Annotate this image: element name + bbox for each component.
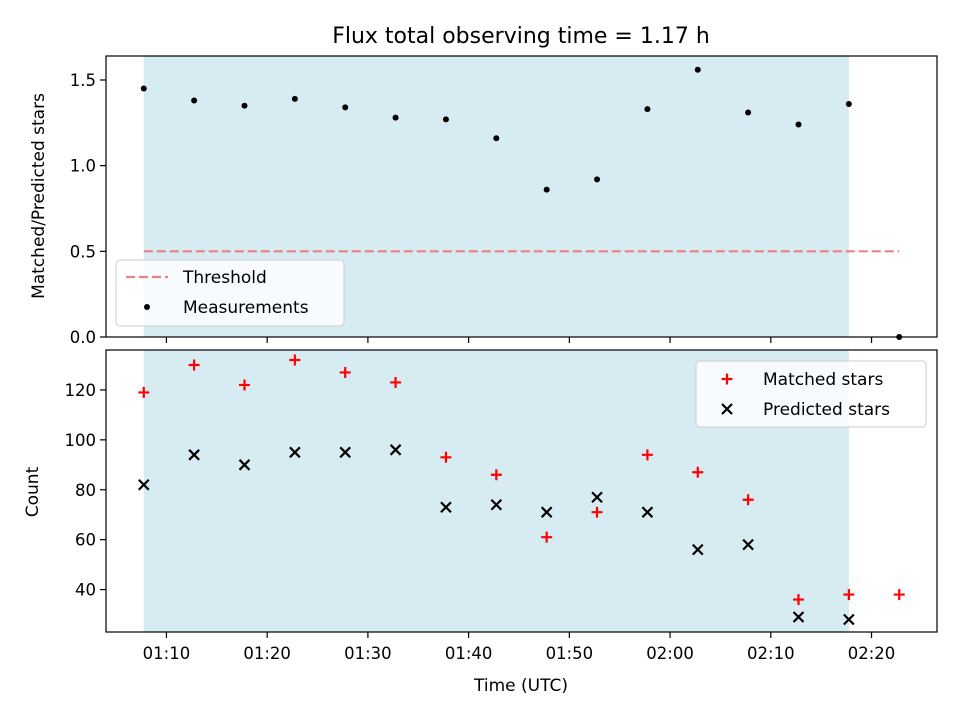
top-axes-frame: [105, 55, 938, 338]
chart-title: Flux total observing time = 1.17 h: [332, 24, 710, 49]
measurements-point: [241, 102, 248, 109]
x-tick-label: 01:30: [344, 644, 392, 663]
matched-stars-point: [490, 469, 502, 481]
x-tick-label: 01:20: [243, 644, 291, 663]
top-y-tick-label: 0.5: [70, 242, 96, 261]
bottom-axes-frame: [105, 349, 938, 633]
predicted-stars-point: [188, 449, 200, 461]
legend-predicted-stars-label: Predicted stars: [763, 400, 890, 420]
predicted-stars-point: [440, 501, 452, 513]
x-tick-label: 01:10: [143, 644, 191, 663]
x-tick-label: 02:10: [747, 644, 795, 663]
legend-matched-stars-label: Matched stars: [763, 370, 883, 390]
measurements-point: [845, 100, 852, 107]
matched-stars-point: [138, 386, 150, 398]
top-y-axis-label: Matched/Predicted stars: [29, 93, 49, 299]
measurements-point: [543, 186, 550, 193]
measurements-point: [191, 97, 198, 104]
predicted-stars-point: [389, 444, 402, 456]
matched-stars-point: [843, 589, 855, 601]
measurements-point: [745, 109, 752, 116]
measurements-point: [644, 106, 651, 113]
matched-stars-point: [641, 449, 653, 461]
bottom-legend: Matched stars Predicted stars: [695, 360, 927, 428]
predicted-stars-point: [289, 446, 301, 459]
measurements-point: [342, 104, 349, 111]
legend-measurements-label: Measurements: [183, 298, 309, 318]
bottom-y-tick-label: 120: [65, 381, 97, 400]
legend-measurements-swatch: [144, 304, 150, 310]
legend-predicted-stars-swatch: [721, 403, 733, 415]
measurements-point: [694, 66, 701, 73]
top-y-tick-label: 1.0: [70, 157, 96, 176]
predicted-stars-point: [742, 538, 754, 551]
top-legend: Threshold Measurements: [115, 259, 345, 327]
matched-stars-point: [339, 366, 351, 378]
predicted-stars-point: [490, 498, 503, 511]
matched-stars-point: [390, 376, 402, 388]
predicted-stars-point: [137, 478, 150, 491]
top-y-tick-label: 0.0: [70, 328, 96, 347]
matched-stars-point: [893, 589, 905, 601]
predicted-stars-point: [339, 446, 352, 459]
predicted-stars-point: [691, 543, 704, 556]
measurements-point: [442, 116, 449, 123]
bottom-y-axis-label: Count: [23, 466, 43, 517]
predicted-stars-point: [238, 459, 251, 471]
matched-stars-point: [289, 354, 301, 366]
matched-stars-point: [692, 466, 704, 478]
x-tick-label: 01:40: [445, 644, 493, 663]
measurements-point: [493, 135, 500, 142]
predicted-stars-point: [792, 611, 805, 623]
legend-box: [115, 259, 345, 327]
measurements-point: [594, 176, 601, 183]
bottom-y-tick-label: 60: [75, 531, 96, 550]
bottom-y-tick-label: 80: [75, 481, 96, 500]
matched-stars-point: [239, 379, 250, 391]
bottom-y-tick-label: 40: [75, 581, 96, 600]
legend-box: [695, 360, 927, 428]
predicted-stars-point: [540, 506, 553, 518]
measurements-point: [291, 95, 298, 102]
legend-threshold-label: Threshold: [182, 268, 267, 288]
top-y-tick-label: 1.5: [70, 71, 96, 90]
matched-stars-point: [742, 494, 754, 506]
predicted-stars-point: [591, 491, 603, 504]
measurements-point: [140, 85, 147, 92]
matched-stars-point: [591, 506, 603, 518]
bottom-panel: 40 60 80 100 120 01:10 01:20 01:30 01:40 01:50 02:…: [65, 349, 938, 663]
x-tick-label: 02:00: [646, 644, 694, 663]
matched-stars-point: [440, 451, 452, 463]
predicted-stars-point: [641, 506, 654, 518]
x-tick-label: 02:20: [848, 644, 896, 663]
matched-stars-point: [541, 531, 553, 543]
legend-matched-stars-swatch: [721, 373, 733, 385]
x-axis-label: Time (UTC): [473, 676, 568, 696]
measurements-point: [795, 121, 802, 128]
x-tick-label: 01:50: [546, 644, 594, 663]
measurements-point: [392, 114, 399, 121]
matched-stars-point: [793, 594, 804, 606]
predicted-stars-point: [843, 613, 855, 626]
bottom-y-tick-label: 100: [65, 431, 97, 450]
matched-stars-point: [188, 359, 200, 371]
top-panel: 0.0 0.5 1.0 1.5 Threshold Measurements: [70, 55, 938, 347]
